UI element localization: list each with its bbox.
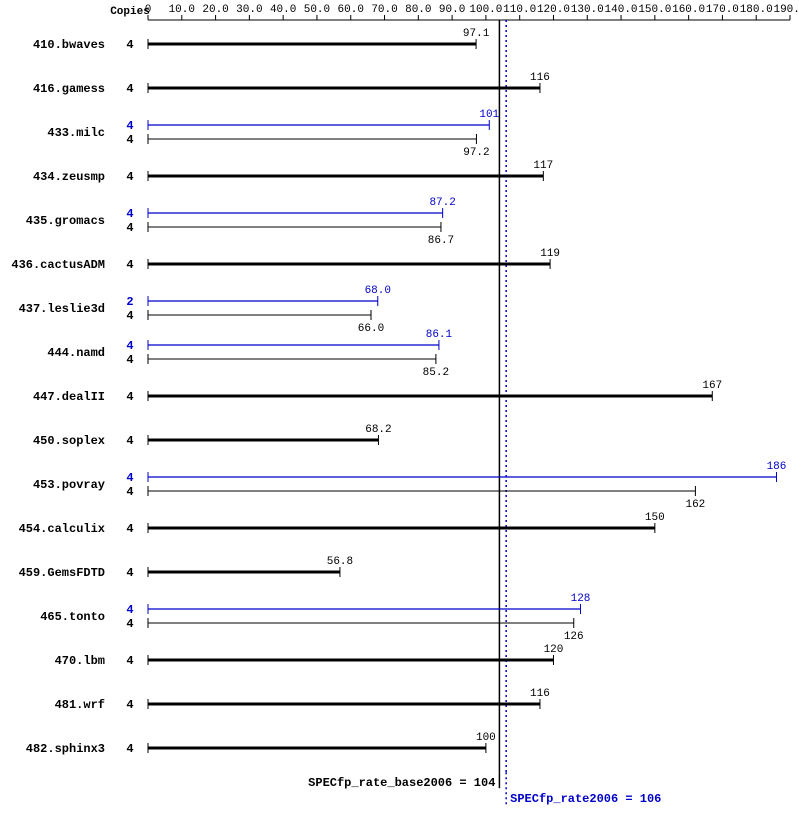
x-tick-label: 10.0 xyxy=(169,4,195,16)
copies-base: 4 xyxy=(126,353,133,367)
x-tick-label: 140.0 xyxy=(605,4,638,16)
copies-base: 4 xyxy=(126,390,133,404)
value-label: 97.2 xyxy=(463,147,489,159)
x-tick-label: 170.0 xyxy=(706,4,739,16)
reference-label: SPECfp_rate_base2006 = 104 xyxy=(308,776,495,790)
copies-base: 4 xyxy=(126,617,133,631)
x-tick-label: 100.0 xyxy=(469,4,502,16)
x-tick-label: 160.0 xyxy=(672,4,705,16)
value-label: 120 xyxy=(544,644,564,656)
value-label: 86.7 xyxy=(428,235,454,247)
benchmark-label: 465.tonto xyxy=(40,610,105,624)
value-label: 86.1 xyxy=(426,329,453,341)
benchmark-label: 482.sphinx3 xyxy=(26,742,105,756)
value-label: 117 xyxy=(533,160,553,172)
copies-peak: 4 xyxy=(126,603,133,617)
value-label: 116 xyxy=(530,688,550,700)
x-tick-label: 30.0 xyxy=(236,4,262,16)
copies-peak: 4 xyxy=(126,119,133,133)
x-tick-label: 110.0 xyxy=(503,4,536,16)
benchmark-label: 410.bwaves xyxy=(33,38,105,52)
copies-base: 4 xyxy=(126,309,133,323)
benchmark-label: 416.gamess xyxy=(33,82,105,96)
x-tick-label: 80.0 xyxy=(405,4,431,16)
benchmark-label: 453.povray xyxy=(33,478,105,492)
benchmark-label: 454.calculix xyxy=(19,522,105,536)
value-label: 56.8 xyxy=(327,556,353,568)
copies-peak: 4 xyxy=(126,339,133,353)
x-tick-label: 120.0 xyxy=(537,4,570,16)
value-label: 68.2 xyxy=(365,424,391,436)
x-tick-label: 190.0 xyxy=(773,4,799,16)
x-tick-label: 20.0 xyxy=(202,4,228,16)
copies-peak: 4 xyxy=(126,207,133,221)
value-label: 186 xyxy=(767,461,787,473)
value-label: 150 xyxy=(645,512,665,524)
x-tick-label: 50.0 xyxy=(304,4,330,16)
benchmark-label: 437.leslie3d xyxy=(19,302,105,316)
copies-base: 4 xyxy=(126,434,133,448)
copies-base: 4 xyxy=(126,654,133,668)
copies-base: 4 xyxy=(126,522,133,536)
copies-base: 4 xyxy=(126,566,133,580)
value-label: 101 xyxy=(479,109,499,121)
copies-base: 4 xyxy=(126,485,133,499)
value-label: 66.0 xyxy=(358,323,384,335)
value-label: 162 xyxy=(685,499,705,511)
copies-base: 4 xyxy=(126,38,133,52)
benchmark-label: 436.cactusADM xyxy=(11,258,105,272)
benchmark-label: 470.lbm xyxy=(55,654,105,668)
copies-base: 4 xyxy=(126,698,133,712)
reference-label: SPECfp_rate2006 = 106 xyxy=(510,792,661,806)
copies-peak: 4 xyxy=(126,471,133,485)
benchmark-label: 434.zeusmp xyxy=(33,170,105,184)
x-tick-label: 0 xyxy=(145,4,152,16)
x-tick-label: 130.0 xyxy=(571,4,604,16)
x-tick-label: 150.0 xyxy=(638,4,671,16)
value-label: 87.2 xyxy=(429,197,455,209)
copies-base: 4 xyxy=(126,742,133,756)
value-label: 100 xyxy=(476,732,496,744)
value-label: 116 xyxy=(530,72,550,84)
copies-base: 4 xyxy=(126,82,133,96)
x-tick-label: 40.0 xyxy=(270,4,296,16)
benchmark-label: 481.wrf xyxy=(55,698,105,712)
value-label: 68.0 xyxy=(365,285,391,297)
x-tick-label: 70.0 xyxy=(371,4,397,16)
x-tick-label: 180.0 xyxy=(740,4,773,16)
copies-base: 4 xyxy=(126,221,133,235)
value-label: 126 xyxy=(564,631,584,643)
benchmark-label: 433.milc xyxy=(47,126,105,140)
value-label: 128 xyxy=(571,593,591,605)
copies-base: 4 xyxy=(126,258,133,272)
copies-peak: 2 xyxy=(126,295,133,309)
benchmark-label: 450.soplex xyxy=(33,434,105,448)
value-label: 167 xyxy=(702,380,722,392)
benchmark-label: 435.gromacs xyxy=(26,214,105,228)
benchmark-label: 447.dealII xyxy=(33,390,105,404)
copies-base: 4 xyxy=(126,170,133,184)
value-label: 119 xyxy=(540,248,560,260)
value-label: 97.1 xyxy=(463,28,490,40)
x-tick-label: 60.0 xyxy=(338,4,364,16)
x-tick-label: 90.0 xyxy=(439,4,465,16)
benchmark-label: 459.GemsFDTD xyxy=(19,566,105,580)
spec-rate-chart: Copies010.020.030.040.050.060.070.080.09… xyxy=(0,0,799,831)
copies-base: 4 xyxy=(126,133,133,147)
value-label: 85.2 xyxy=(423,367,449,379)
benchmark-label: 444.namd xyxy=(47,346,105,360)
